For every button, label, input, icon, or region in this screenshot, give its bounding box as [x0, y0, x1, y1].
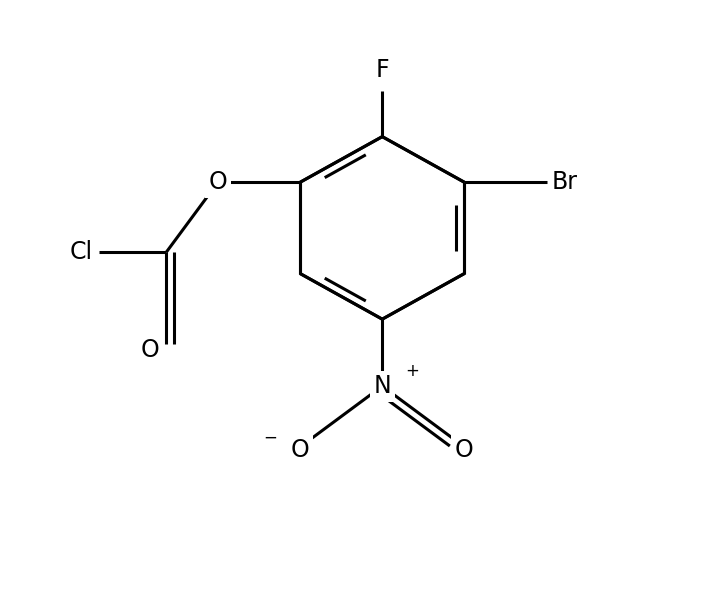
Text: O: O	[455, 438, 474, 462]
Text: +: +	[405, 362, 419, 380]
Text: Cl: Cl	[70, 240, 93, 264]
Text: O: O	[209, 170, 227, 194]
Text: O: O	[141, 338, 159, 362]
Text: F: F	[376, 58, 389, 82]
Text: O: O	[290, 438, 309, 462]
Text: N: N	[373, 374, 391, 398]
Text: −: −	[264, 429, 277, 447]
Text: Br: Br	[551, 170, 577, 194]
